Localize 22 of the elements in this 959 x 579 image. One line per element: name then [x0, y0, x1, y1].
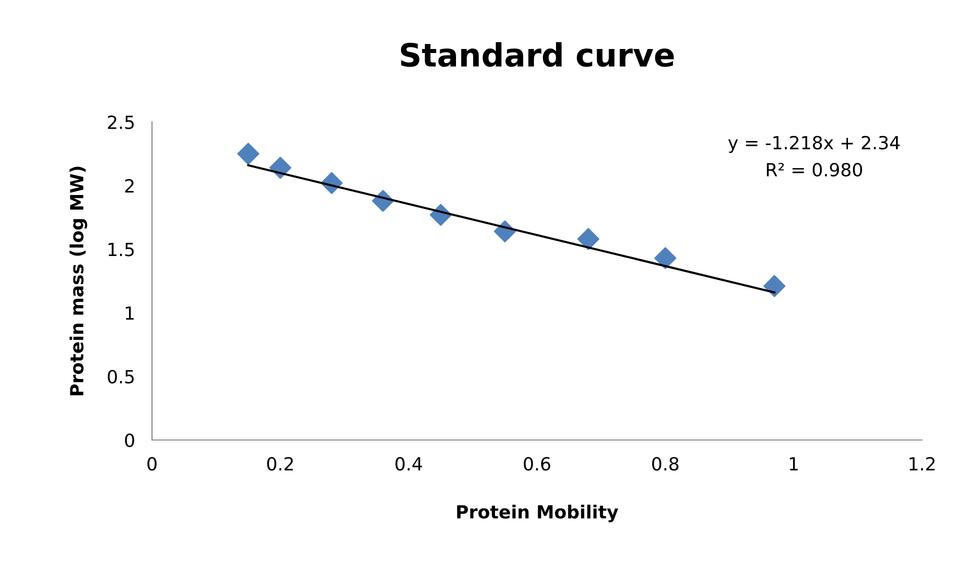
x-tick-label: 0.2 — [267, 456, 293, 471]
annotation: R² = 0.980 — [766, 162, 862, 177]
y-axis-title: Protein mass (log MW) — [70, 166, 88, 396]
x-tick-label: 1.2 — [910, 456, 935, 470]
y-tick-label: 0 — [125, 433, 134, 448]
y-tick-label: 1.5 — [108, 242, 134, 256]
point — [577, 228, 600, 250]
y-tick-label: 2 — [125, 179, 134, 192]
point — [763, 275, 786, 298]
y-tick-label: 0.5 — [108, 370, 134, 384]
point — [654, 247, 676, 270]
chart-title: Standard curve — [400, 42, 674, 67]
x-tick-label: 0.4 — [396, 456, 422, 471]
x-axis-title: Protein Mobility — [457, 504, 618, 522]
point — [237, 142, 260, 165]
x-tick-label: 0.8 — [652, 456, 678, 471]
x-tick-label: 0.6 — [524, 456, 550, 471]
x-tick-label: 0 — [147, 456, 157, 471]
annotation: y = -1.218x + 2.34 — [728, 136, 900, 153]
y-tick-label: 2.5 — [108, 115, 134, 130]
x-tick-label: 1 — [790, 457, 798, 470]
y-tick-label: 1 — [126, 306, 134, 320]
